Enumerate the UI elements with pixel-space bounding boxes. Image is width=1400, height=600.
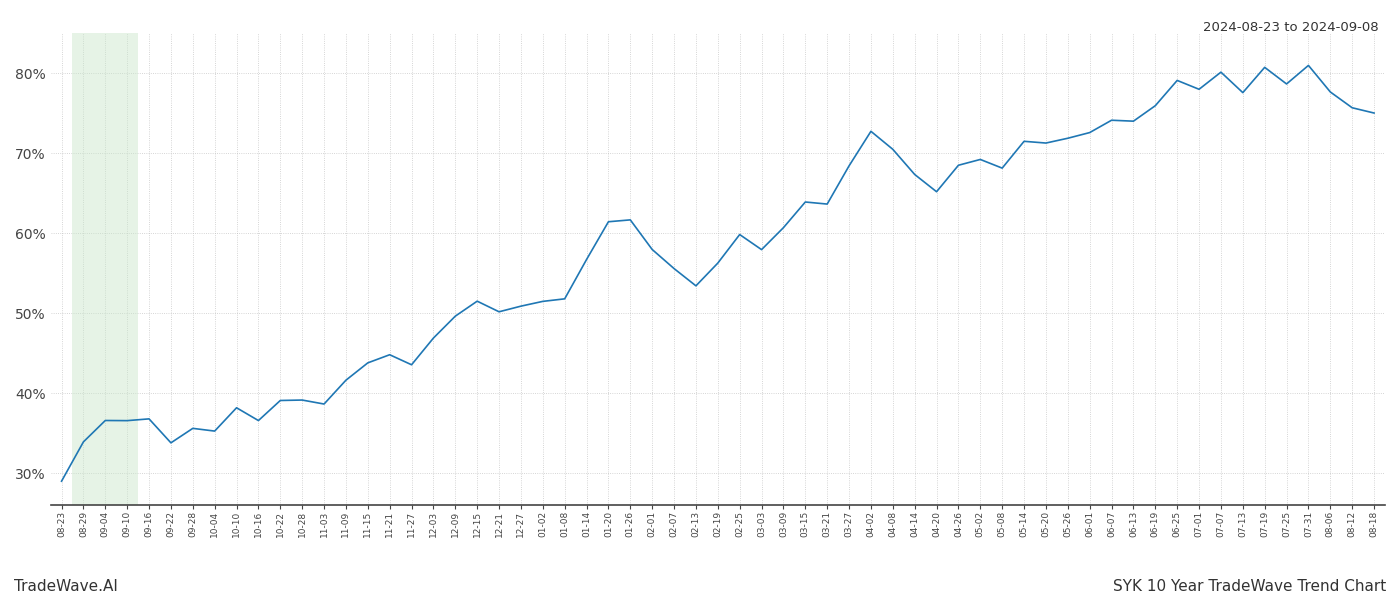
Text: TradeWave.AI: TradeWave.AI bbox=[14, 579, 118, 594]
Text: 2024-08-23 to 2024-09-08: 2024-08-23 to 2024-09-08 bbox=[1204, 21, 1379, 34]
Bar bbox=[73, 33, 139, 505]
Text: SYK 10 Year TradeWave Trend Chart: SYK 10 Year TradeWave Trend Chart bbox=[1113, 579, 1386, 594]
